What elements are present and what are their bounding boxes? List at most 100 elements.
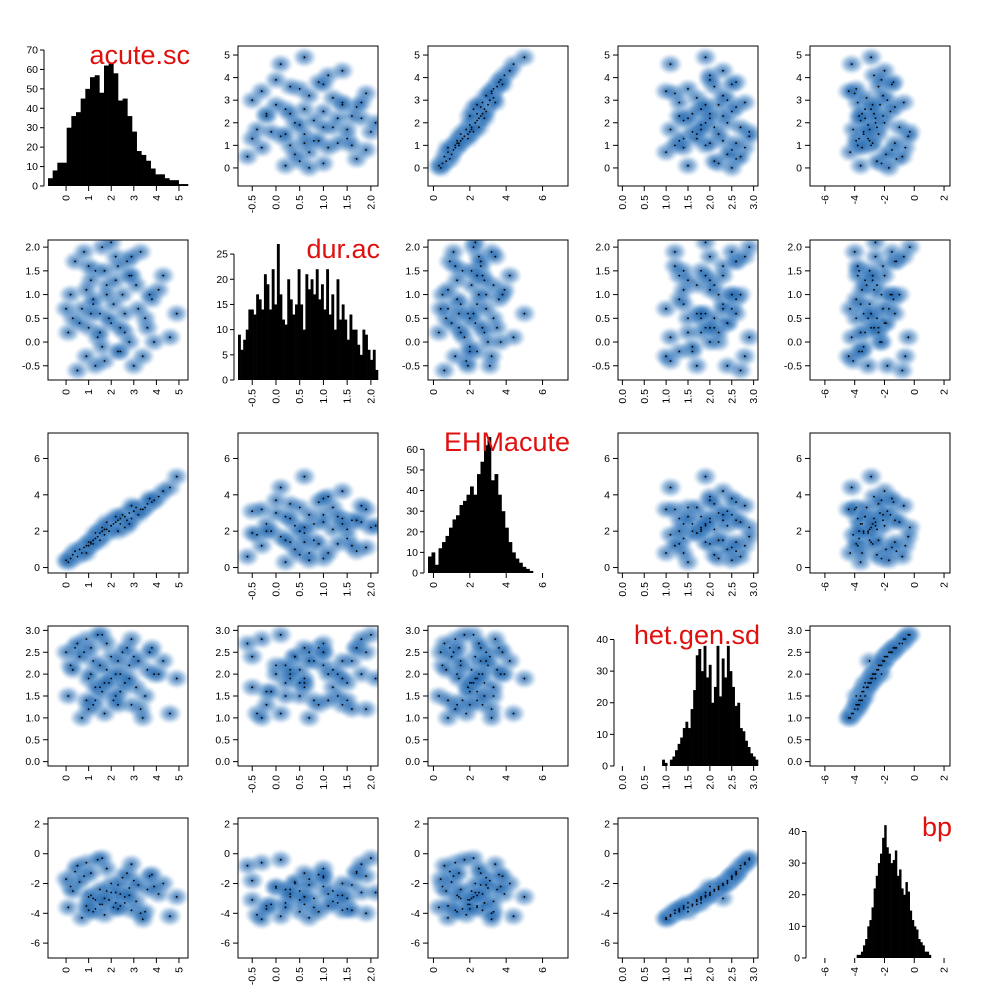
data-point — [146, 326, 149, 329]
data-point — [700, 515, 702, 518]
data-point — [327, 552, 330, 554]
data-point — [735, 550, 737, 553]
data-point — [85, 288, 88, 291]
data-point — [355, 647, 358, 649]
data-point — [450, 153, 453, 156]
x-tick-label: 2 — [939, 582, 951, 588]
x-tick-label: 1.5 — [683, 389, 695, 404]
data-point — [365, 546, 367, 549]
data-point — [485, 876, 488, 879]
data-point — [859, 561, 862, 563]
data-point — [879, 103, 881, 106]
data-point — [153, 499, 156, 502]
data-point — [678, 543, 681, 545]
data-point — [895, 158, 898, 160]
data-point — [865, 97, 868, 99]
data-point — [92, 539, 95, 542]
data-point — [861, 288, 863, 291]
data-point — [260, 544, 263, 547]
data-point — [485, 293, 488, 296]
y-tick-label: 1.0 — [787, 289, 802, 301]
data-point — [346, 528, 349, 531]
x-tick-label: -4 — [849, 582, 861, 591]
data-point — [722, 513, 724, 516]
data-point — [251, 137, 254, 140]
data-point — [709, 495, 711, 498]
data-point — [303, 903, 306, 906]
x-tick-label: 1.5 — [342, 582, 354, 597]
data-point — [713, 126, 716, 129]
data-point — [744, 863, 746, 866]
data-point — [67, 331, 70, 334]
data-point — [700, 331, 702, 334]
hist-y-tick-label: 50 — [406, 464, 418, 476]
data-point — [508, 274, 511, 277]
histogram-bar — [719, 696, 722, 766]
data-point — [492, 910, 495, 913]
histogram-bar — [501, 511, 506, 573]
panel-3-0: 0.00.51.01.52.02.53.00 1 2 3 4 5 — [25, 625, 189, 781]
data-point — [298, 124, 301, 126]
data-point — [503, 673, 506, 675]
histogram-bar — [742, 731, 746, 766]
data-point — [713, 85, 716, 88]
panel-4-1: -6-4-202-0.5 0.0 0.5 1.0 1.5 2.0 — [221, 817, 379, 985]
data-point — [490, 355, 493, 358]
histogram-bar — [922, 945, 925, 958]
data-point — [730, 875, 733, 877]
data-point — [108, 899, 110, 901]
data-point — [483, 331, 486, 334]
data-point — [121, 876, 124, 879]
data-point — [470, 126, 473, 129]
data-point — [135, 900, 138, 903]
y-tick-label: 0 — [604, 562, 610, 574]
data-point — [153, 673, 156, 675]
data-point — [861, 146, 863, 149]
data-point — [744, 355, 746, 358]
data-point — [678, 298, 681, 301]
data-point — [665, 307, 667, 310]
histogram-bar — [700, 671, 704, 766]
data-point — [114, 521, 117, 523]
histogram-bar — [858, 954, 862, 958]
data-point — [886, 510, 889, 513]
data-point — [341, 103, 344, 106]
data-point — [303, 133, 306, 136]
data-point — [336, 673, 339, 675]
data-point — [67, 695, 70, 697]
data-point — [865, 686, 868, 689]
panel-3-2: 0.00.51.01.52.02.53.00 2 4 6 — [405, 625, 569, 781]
data-point — [112, 523, 115, 525]
histogram-bar — [869, 920, 872, 958]
data-point — [717, 539, 720, 542]
y-tick-label: 2.0 — [25, 669, 40, 681]
data-point — [678, 115, 681, 117]
data-point — [279, 63, 282, 65]
x-tick-label: 2.0 — [704, 582, 716, 597]
data-point — [880, 162, 883, 165]
data-point — [901, 555, 904, 558]
variable-name-label: het.gen.sd — [634, 620, 760, 650]
data-point — [864, 331, 866, 334]
histogram-bar — [315, 269, 319, 380]
x-tick-label: 0 — [428, 775, 440, 781]
data-point — [735, 872, 737, 874]
data-point — [99, 686, 101, 689]
x-tick-label: 1.5 — [683, 775, 695, 790]
data-point — [303, 475, 306, 478]
data-point — [128, 664, 131, 667]
histogram-bar — [664, 762, 668, 766]
data-point — [476, 112, 478, 115]
data-point — [90, 312, 92, 315]
data-point — [478, 891, 480, 894]
data-point — [704, 103, 707, 106]
data-point — [90, 647, 92, 649]
data-point — [284, 164, 287, 167]
data-point — [322, 557, 325, 560]
data-point — [108, 682, 110, 684]
density-scatter — [238, 847, 378, 931]
data-point — [859, 699, 862, 702]
histogram-bar — [279, 294, 283, 380]
x-tick-label: 1.5 — [683, 582, 695, 597]
histogram-bar — [253, 314, 257, 380]
